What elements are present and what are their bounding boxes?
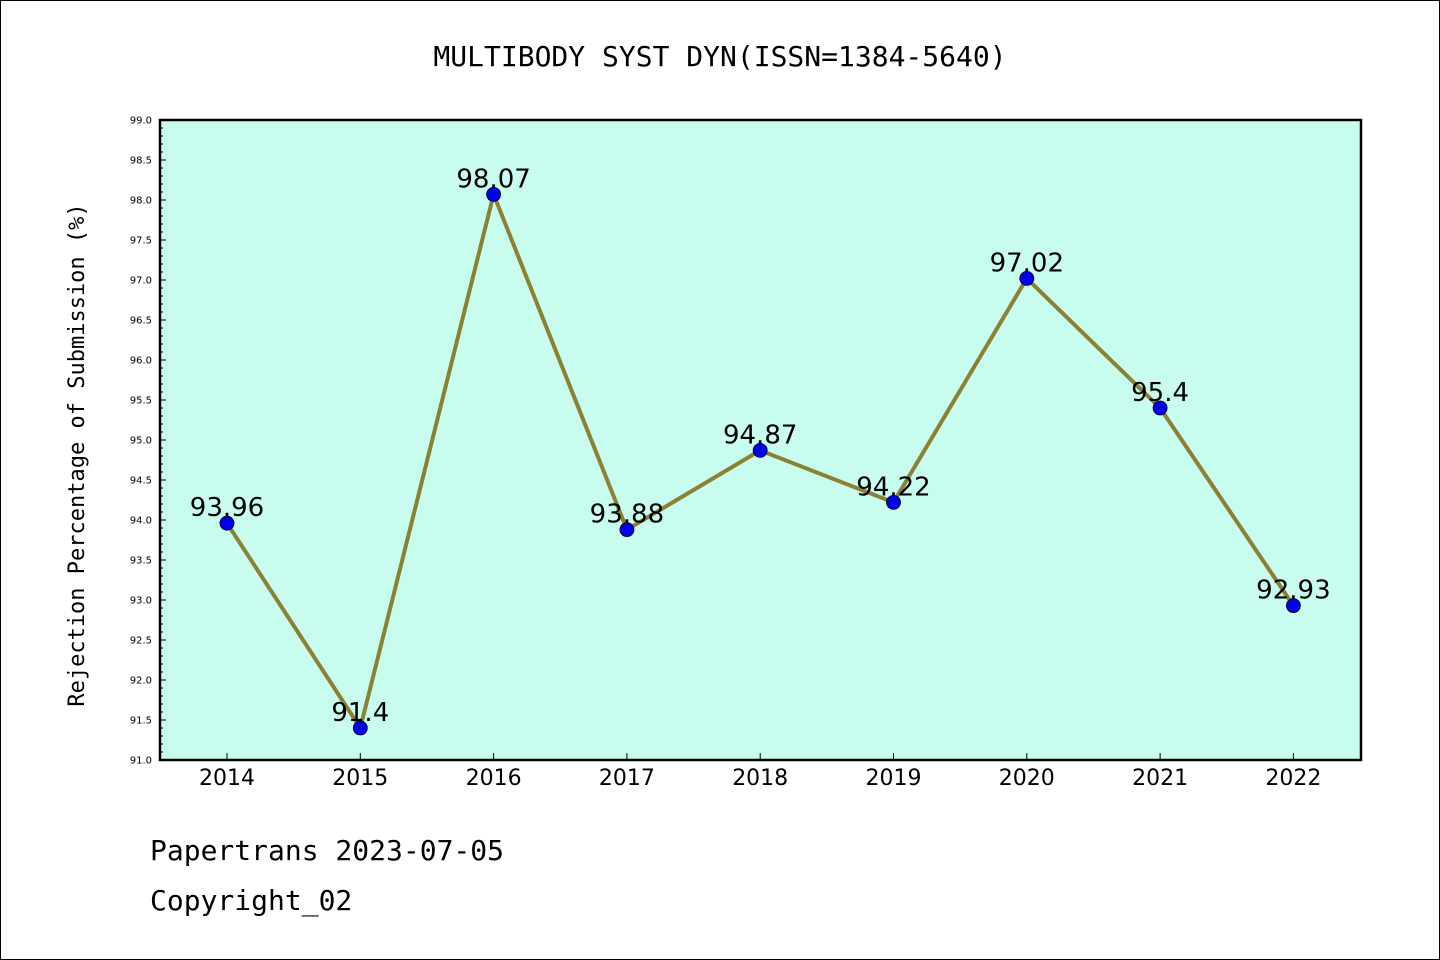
plot-area — [158, 118, 1363, 762]
data-point — [486, 186, 502, 202]
data-point — [1019, 270, 1035, 286]
data-label: 94.87 — [723, 420, 797, 450]
y-tick-label: 93.5 — [130, 556, 152, 567]
data-label: 92.93 — [1256, 576, 1330, 606]
data-label: 93.88 — [590, 500, 664, 530]
series-markers — [219, 186, 1301, 736]
x-tick-label: 2020 — [999, 766, 1055, 791]
data-point — [752, 442, 768, 458]
footer-source: Papertrans 2023-07-05 — [150, 834, 505, 867]
y-axis-label: Rejection Percentage of Submission (%) — [65, 203, 90, 706]
y-tick-label: 92.5 — [130, 636, 152, 647]
x-tick-label: 2016 — [466, 766, 522, 791]
data-point — [886, 494, 901, 510]
data-point — [1286, 598, 1301, 613]
footer-copyright: Copyright_02 — [150, 884, 353, 917]
y-axis: 91.0 91.5 92.0 92.5 93.0 93.5 94.0 94.5 95.0 95.5… — [130, 116, 166, 767]
data-label: 98.07 — [456, 164, 530, 194]
x-axis: 2014 2015 2016 2017 2018 2019 2020 2021 2022 — [199, 753, 1321, 791]
x-tick-label: 2015 — [332, 766, 388, 791]
x-tick-label: 2019 — [866, 766, 922, 791]
y-tick-label: 94.0 — [130, 516, 152, 527]
data-point — [219, 515, 235, 531]
x-tick-label: 2021 — [1132, 766, 1188, 791]
data-point — [619, 522, 635, 537]
x-tick-label: 2014 — [199, 766, 255, 791]
y-tick-label: 94.5 — [130, 476, 152, 487]
data-label: 97.02 — [990, 248, 1064, 278]
data-label: 95.4 — [1131, 378, 1189, 408]
x-tick-label: 2022 — [1265, 766, 1321, 791]
y-tick-label: 92.0 — [130, 676, 152, 687]
data-label: 94.22 — [856, 472, 930, 502]
y-tick-label: 98.5 — [130, 156, 152, 167]
data-label: 91.4 — [331, 698, 389, 728]
chart-title: MULTIBODY SYST DYN(ISSN=1384-5640) — [433, 40, 1006, 73]
y-tick-label: 99.0 — [130, 116, 152, 127]
y-tick-label: 91.0 — [130, 756, 152, 767]
y-tick-label: 98.0 — [130, 196, 152, 207]
x-tick-label: 2018 — [732, 766, 788, 791]
x-tick-label: 2017 — [599, 766, 655, 791]
y-tick-label: 93.0 — [130, 596, 152, 607]
y-tick-label: 97.5 — [130, 236, 152, 247]
data-label: 93.96 — [190, 493, 264, 523]
y-tick-label: 97.0 — [130, 276, 152, 287]
y-tick-label: 95.0 — [130, 436, 152, 447]
y-tick-label: 96.0 — [130, 356, 152, 367]
data-point — [352, 720, 368, 736]
y-tick-label: 95.5 — [130, 396, 152, 407]
y-tick-label: 96.5 — [130, 316, 152, 327]
data-labels: 93.96 91.4 98.07 93.88 94.87 94.22 97.02 95.4 92… — [190, 164, 1331, 728]
data-point — [1152, 400, 1168, 416]
y-tick-label: 91.5 — [130, 716, 152, 727]
